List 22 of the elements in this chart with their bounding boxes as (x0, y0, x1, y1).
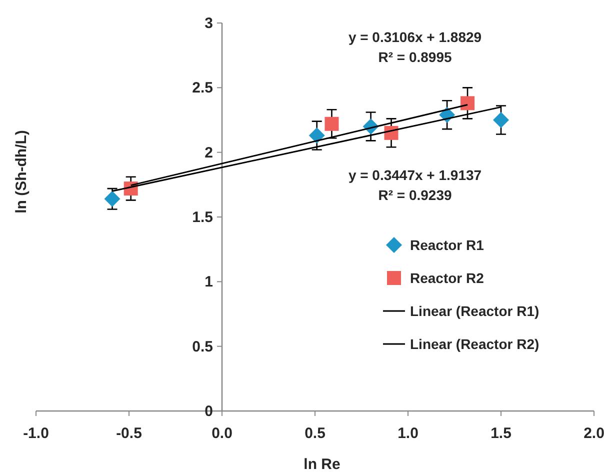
x-tick-label: 0.0 (212, 425, 232, 442)
y-tick-label: 0 (204, 403, 213, 420)
y-tick-label: 0.5 (192, 338, 213, 356)
x-tick-label: 0.5 (304, 425, 326, 442)
x-tick-label: 1.0 (398, 425, 418, 442)
x-tick-label: 2.0 (584, 425, 604, 442)
legend-label: Linear (Reactor R2) (410, 336, 540, 352)
y-tick-label: 1.5 (192, 209, 213, 226)
legend-label: Linear (Reactor R1) (410, 303, 540, 319)
legend-label: Reactor R2 (410, 270, 484, 286)
annotation: y = 0.3447x + 1.9137 R² = 0.9239 (348, 167, 482, 203)
y-tick-label: 2.5 (192, 80, 213, 97)
x-axis-title: ln Re (304, 456, 340, 473)
legend-label: Reactor R1 (410, 237, 484, 253)
y-tick-label: 2 (204, 144, 213, 162)
y-tick-label: 3 (204, 15, 213, 32)
x-tick-label: -0.5 (116, 425, 142, 442)
annotation: y = 0.3106x + 1.8829 R² = 0.8995 (348, 29, 482, 65)
x-tick-label: -1.0 (23, 425, 49, 442)
y-axis-title: ln (Sh-dh/L) (13, 130, 30, 214)
y-tick-label: 1 (204, 274, 213, 291)
x-tick-label: 1.5 (490, 425, 512, 442)
